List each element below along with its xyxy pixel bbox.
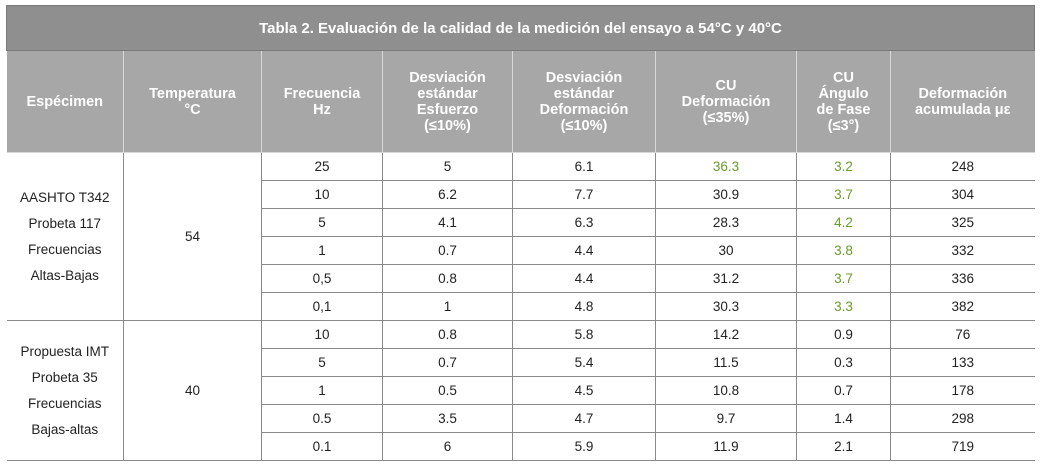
sd-strain-cell: 7.7 xyxy=(512,180,656,209)
cu-phase-cell: 3.7 xyxy=(796,264,891,293)
accumulated-strain-cell: 325 xyxy=(889,208,1035,237)
accumulated-strain-cell: 304 xyxy=(889,180,1035,209)
frequency-cell: 1 xyxy=(261,376,383,405)
frequency-cell: 5 xyxy=(261,208,383,237)
table-container: Tabla 2. Evaluación de la calidad de la … xyxy=(5,5,1036,461)
cu-phase-cell: 3.8 xyxy=(796,236,891,265)
accumulated-strain-cell: 298 xyxy=(889,404,1035,433)
specimen-cell: Propuesta IMT Probeta 35 Frecuencias Baj… xyxy=(6,320,124,461)
cu-strain-cell: 36.3 xyxy=(655,152,797,181)
cu-strain-cell: 14.2 xyxy=(655,320,797,349)
header-row: Espécimen Temperatura °C Frecuencia Hz D… xyxy=(6,50,1035,153)
header-cu-phase: CU Ángulo de Fase (≤3°) xyxy=(796,50,891,153)
specimen-cell: AASHTO T342 Probeta 117 Frecuencias Alta… xyxy=(6,152,124,321)
cu-phase-cell: 2.1 xyxy=(796,432,891,461)
sd-strain-cell: 6.3 xyxy=(512,208,656,237)
sd-strain-cell: 5.8 xyxy=(512,320,656,349)
sd-stress-cell: 6.2 xyxy=(382,180,513,209)
sd-strain-cell: 5.4 xyxy=(512,348,656,377)
accumulated-strain-cell: 332 xyxy=(889,236,1035,265)
cu-strain-cell: 30 xyxy=(655,236,797,265)
frequency-cell: 0.5 xyxy=(261,404,383,433)
sd-strain-cell: 4.5 xyxy=(512,376,656,405)
header-sd-strain: Desviación estándar Deformación (≤10%) xyxy=(512,50,656,153)
sd-stress-cell: 0.8 xyxy=(382,264,513,293)
frequency-cell: 1 xyxy=(261,236,383,265)
cu-phase-cell: 0.9 xyxy=(796,320,891,349)
cu-phase-cell: 0.7 xyxy=(796,376,891,405)
sd-stress-cell: 6 xyxy=(382,432,513,461)
header-temperature: Temperatura °C xyxy=(123,50,262,153)
frequency-cell: 0.1 xyxy=(261,432,383,461)
cu-strain-cell: 30.3 xyxy=(655,292,797,321)
table-row: AASHTO T342 Probeta 117 Frecuencias Alta… xyxy=(6,152,1035,321)
header-cu-strain: CU Deformación (≤35%) xyxy=(655,50,797,153)
specimen-line: Probeta 117 xyxy=(28,215,102,231)
table-title: Tabla 2. Evaluación de la calidad de la … xyxy=(5,5,1036,51)
header-sd-stress: Desviación estándar Esfuerzo (≤10%) xyxy=(382,50,513,153)
sd-stress-cell: 4.1 xyxy=(382,208,513,237)
sd-strain-cell: 5.9 xyxy=(512,432,656,461)
specimen-line: Frecuencias xyxy=(27,241,102,257)
header-accumulated-strain: Deformación acumulada με xyxy=(889,50,1035,153)
sd-strain-cell: 4.8 xyxy=(512,292,656,321)
table-row: 5 0.7 5.4 11.5 0.3 133 xyxy=(7,348,1035,377)
cu-phase-cell: 3.2 xyxy=(796,152,891,181)
cu-strain-cell: 11.5 xyxy=(655,348,797,377)
table-row: 10 6.2 7.7 30.9 3.7 304 xyxy=(7,180,1035,209)
specimen-line: Bajas-altas xyxy=(31,421,99,437)
accumulated-strain-cell: 336 xyxy=(889,264,1035,293)
accumulated-strain-cell: 133 xyxy=(889,348,1035,377)
accumulated-strain-cell: 719 xyxy=(889,432,1035,461)
cu-strain-cell: 9.7 xyxy=(655,404,797,433)
temperature-cell: 40 xyxy=(123,320,262,461)
temperature-cell: 54 xyxy=(123,152,262,321)
sd-stress-cell: 3.5 xyxy=(382,404,513,433)
cu-strain-cell: 10.8 xyxy=(655,376,797,405)
frequency-cell: 0,5 xyxy=(261,264,383,293)
sd-stress-cell: 0.7 xyxy=(382,348,513,377)
sd-strain-cell: 4.7 xyxy=(512,404,656,433)
sd-stress-cell: 0.8 xyxy=(382,320,513,349)
quality-evaluation-table: Tabla 2. Evaluación de la calidad de la … xyxy=(5,5,1036,461)
cu-phase-cell: 3.7 xyxy=(796,180,891,209)
cu-phase-cell: 1.4 xyxy=(796,404,891,433)
specimen-line: Frecuencias xyxy=(27,395,102,411)
specimen-line: Propuesta IMT xyxy=(20,343,110,359)
table-row: 0.1 6 5.9 11.9 2.1 719 xyxy=(7,432,1035,461)
frequency-cell: 25 xyxy=(261,152,383,181)
accumulated-strain-cell: 382 xyxy=(889,292,1035,321)
frequency-cell: 5 xyxy=(261,348,383,377)
cu-strain-cell: 30.9 xyxy=(655,180,797,209)
accumulated-strain-cell: 76 xyxy=(889,320,1035,349)
header-frequency: Frecuencia Hz xyxy=(261,50,383,153)
frequency-cell: 10 xyxy=(261,180,383,209)
table-row: 5 4.1 6.3 28.3 4.2 325 xyxy=(7,208,1035,237)
frequency-cell: 0,1 xyxy=(261,292,383,321)
sd-stress-cell: 0.5 xyxy=(382,376,513,405)
specimen-line: Altas-Bajas xyxy=(30,267,99,283)
sd-strain-cell: 4.4 xyxy=(512,264,656,293)
sd-stress-cell: 0.7 xyxy=(382,236,513,265)
cu-strain-cell: 31.2 xyxy=(655,264,797,293)
sd-stress-cell: 5 xyxy=(382,152,513,181)
header-specimen: Espécimen xyxy=(6,50,124,153)
sd-strain-cell: 4.4 xyxy=(512,236,656,265)
accumulated-strain-cell: 248 xyxy=(889,152,1035,181)
accumulated-strain-cell: 178 xyxy=(889,376,1035,405)
sd-stress-cell: 1 xyxy=(382,292,513,321)
table-row: 1 0.5 4.5 10.8 0.7 178 xyxy=(7,376,1035,405)
specimen-line: Probeta 35 xyxy=(31,369,98,385)
cu-strain-cell: 28.3 xyxy=(655,208,797,237)
cu-strain-cell: 11.9 xyxy=(655,432,797,461)
specimen-line: AASHTO T342 xyxy=(19,189,110,205)
sd-strain-cell: 6.1 xyxy=(512,152,656,181)
cu-phase-cell: 4.2 xyxy=(796,208,891,237)
table-row: 0.5 3.5 4.7 9.7 1.4 298 xyxy=(7,404,1035,433)
cu-phase-cell: 3.3 xyxy=(796,292,891,321)
frequency-cell: 10 xyxy=(261,320,383,349)
table-row: Propuesta IMT Probeta 35 Frecuencias Baj… xyxy=(6,320,1035,461)
cu-phase-cell: 0.3 xyxy=(796,348,891,377)
